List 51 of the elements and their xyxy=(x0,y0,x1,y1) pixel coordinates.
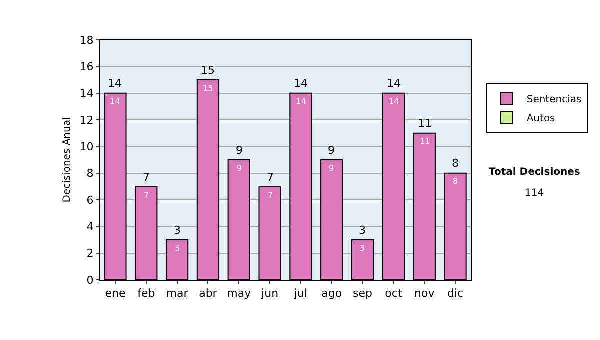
x-tick-label: oct xyxy=(385,287,403,300)
text: Total Decisiones xyxy=(489,167,580,178)
y-axis-title: Decisiones Anual xyxy=(62,117,73,203)
y-tick-label: 10 xyxy=(80,140,94,154)
data-label: 9 xyxy=(237,164,242,173)
text: 114 xyxy=(525,188,544,199)
y-tick-label: 4 xyxy=(86,220,94,234)
y-tick-label: 6 xyxy=(86,194,94,207)
legend-label: Autos xyxy=(526,114,556,125)
data-label: 3 xyxy=(360,244,366,253)
data-label: 15 xyxy=(203,84,214,93)
annotation: 14 xyxy=(108,77,122,90)
x-tick-label: mar xyxy=(166,287,189,300)
y-tick-label: 8 xyxy=(86,167,94,180)
data-label: 7 xyxy=(268,191,274,200)
annotation: 7 xyxy=(143,171,150,184)
x-tick-label: ago xyxy=(322,287,342,300)
y-tick-label: 12 xyxy=(80,114,94,127)
data-label: 7 xyxy=(144,191,150,200)
annotation: 9 xyxy=(236,144,243,157)
x-tick-label: sep xyxy=(353,287,373,300)
data-label: 14 xyxy=(110,97,120,106)
annotation: 14 xyxy=(294,77,308,90)
legend-label: Sentencias xyxy=(526,94,582,106)
annotation: 3 xyxy=(359,224,366,237)
annotation: 15 xyxy=(201,64,215,77)
y-tick-label: 0 xyxy=(86,274,94,287)
annotation: 3 xyxy=(174,224,181,237)
y-tick-label: 2 xyxy=(86,247,94,260)
x-tick-label: feb xyxy=(138,287,156,300)
annotation: 9 xyxy=(328,144,335,157)
annotation: 8 xyxy=(452,157,459,170)
data-label: 3 xyxy=(175,244,180,253)
data-label: 9 xyxy=(329,164,334,173)
y-tick-label: 14 xyxy=(80,87,94,100)
data-label: 14 xyxy=(296,97,306,106)
data-label: 14 xyxy=(389,97,400,106)
annotation: 14 xyxy=(387,77,401,90)
y-tick-label: 16 xyxy=(80,60,94,74)
annotation: 7 xyxy=(267,171,274,184)
data-label: 8 xyxy=(453,177,458,186)
x-tick-label: abr xyxy=(199,287,218,300)
x-tick-label: nov xyxy=(414,287,436,300)
x-tick-label: jul xyxy=(293,287,308,300)
annotation: 11 xyxy=(418,117,432,130)
x-tick-label: dic xyxy=(447,287,464,300)
data-label: 11 xyxy=(420,137,430,146)
x-tick-label: ene xyxy=(105,287,126,300)
x-tick-label: jun xyxy=(260,287,279,300)
x-tick-label: may xyxy=(227,287,252,300)
y-tick-label: 18 xyxy=(80,34,94,47)
